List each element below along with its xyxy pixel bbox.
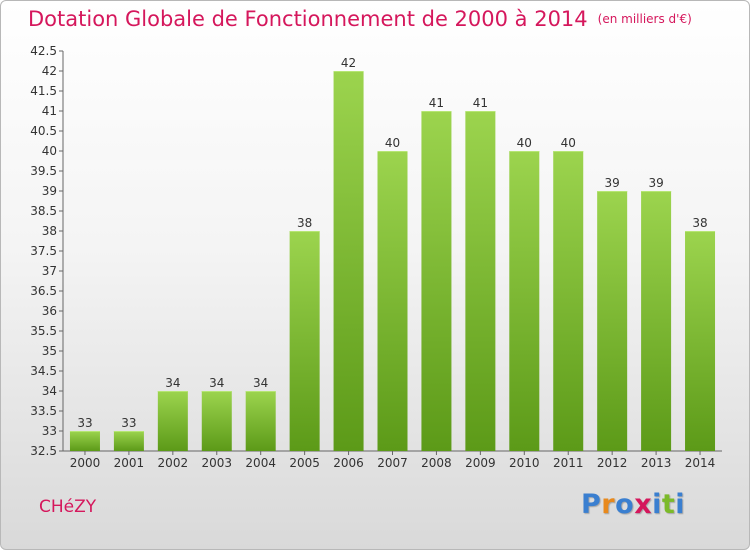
x-tick-label: 2007 (377, 456, 408, 470)
y-tick-label: 39 (42, 184, 57, 198)
y-tick-label: 42 (42, 64, 57, 78)
logo-letter: P (581, 489, 602, 520)
bar-value-label: 41 (429, 96, 444, 110)
commune-name: CHéZY (39, 497, 97, 517)
y-tick-label: 35 (42, 344, 57, 358)
y-tick-label: 33.5 (30, 404, 57, 418)
y-tick-label: 37 (42, 264, 57, 278)
bar-value-label: 40 (517, 136, 532, 150)
y-tick-label: 33 (42, 424, 57, 438)
y-tick-label: 36.5 (30, 284, 57, 298)
chart-subtitle: (en milliers d'€) (597, 12, 692, 26)
bar-value-label: 40 (561, 136, 576, 150)
logo-letter: x (634, 489, 653, 520)
chart-title: Dotation Globale de Fonctionnement de 20… (28, 7, 692, 31)
proxiti-logo: Proxiti (581, 489, 685, 520)
x-tick-label: 2014 (685, 456, 716, 470)
logo-letter: t (661, 489, 676, 520)
bar-value-label: 39 (605, 176, 620, 190)
bar (597, 191, 628, 451)
bar-value-label: 39 (648, 176, 663, 190)
y-tick-label: 38 (42, 224, 57, 238)
bar-value-label: 41 (473, 96, 488, 110)
y-tick-label: 39.5 (30, 164, 57, 178)
bar (553, 151, 584, 451)
bar (685, 231, 716, 451)
x-tick-label: 2006 (333, 456, 364, 470)
logo-letter: i (675, 489, 686, 520)
bar-value-label: 40 (385, 136, 400, 150)
y-tick-label: 36 (42, 304, 57, 318)
bar-value-label: 34 (253, 376, 268, 390)
x-tick-label: 2003 (201, 456, 232, 470)
y-tick-label: 32.5 (30, 444, 57, 458)
bar (377, 151, 408, 451)
x-tick-label: 2000 (70, 456, 101, 470)
y-tick-label: 38.5 (30, 204, 57, 218)
x-tick-label: 2011 (553, 456, 584, 470)
bar (289, 231, 320, 451)
x-tick-label: 2004 (245, 456, 276, 470)
bar (245, 391, 276, 451)
y-tick-label: 37.5 (30, 244, 57, 258)
bar (421, 111, 452, 451)
x-tick-label: 2012 (597, 456, 628, 470)
bar-value-label: 38 (692, 216, 707, 230)
y-tick-label: 34 (42, 384, 57, 398)
y-tick-label: 35.5 (30, 324, 57, 338)
y-tick-label: 40 (42, 144, 57, 158)
x-tick-label: 2009 (465, 456, 496, 470)
bar (465, 111, 496, 451)
logo-letter: o (615, 489, 635, 520)
y-tick-label: 41 (42, 104, 57, 118)
bar (69, 431, 100, 451)
bar (113, 431, 144, 451)
bar-value-label: 34 (209, 376, 224, 390)
y-tick-label: 40.5 (30, 124, 57, 138)
x-tick-label: 2010 (509, 456, 540, 470)
bar-value-label: 42 (341, 56, 356, 70)
bar (333, 71, 364, 451)
bar-value-label: 33 (77, 416, 92, 430)
chart-title-text: Dotation Globale de Fonctionnement de 20… (28, 7, 588, 31)
bar (509, 151, 540, 451)
x-tick-label: 2001 (114, 456, 145, 470)
bar-value-label: 34 (165, 376, 180, 390)
bar (201, 391, 232, 451)
x-tick-label: 2005 (289, 456, 320, 470)
y-tick-label: 41.5 (30, 84, 57, 98)
y-tick-label: 42.5 (30, 44, 57, 58)
y-tick-label: 34.5 (30, 364, 57, 378)
bar-value-label: 38 (297, 216, 312, 230)
bar-value-label: 33 (121, 416, 136, 430)
x-tick-label: 2002 (158, 456, 189, 470)
logo-letter: r (601, 489, 616, 520)
bar (157, 391, 188, 451)
logo-letter: i (652, 489, 662, 520)
x-tick-label: 2013 (641, 456, 672, 470)
bar (641, 191, 672, 451)
x-tick-label: 2008 (421, 456, 452, 470)
